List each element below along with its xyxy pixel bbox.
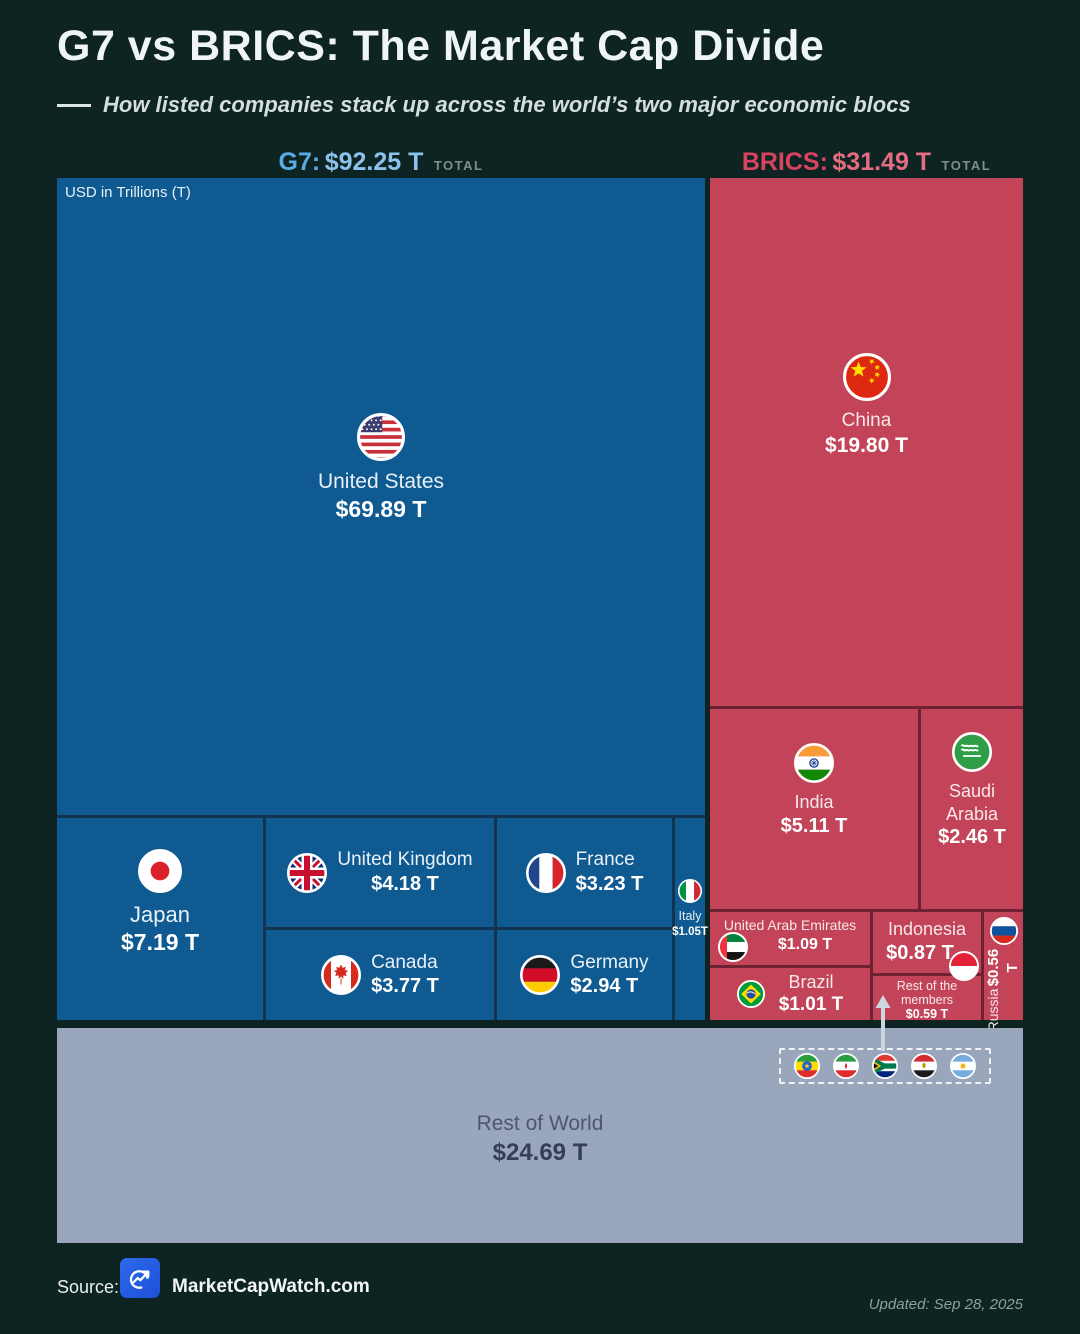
treemap-tile-indonesia[interactable]: Indonesia $0.87 T xyxy=(873,912,981,981)
tile-country-name: Germany xyxy=(570,951,649,973)
tile-value: $2.94 T xyxy=(570,975,639,998)
tile-country-name: Japan xyxy=(130,901,190,927)
china-flag-icon xyxy=(842,353,891,401)
united-states-flag-icon xyxy=(357,413,405,461)
tile-country-name: France xyxy=(575,849,635,871)
germany-flag-icon xyxy=(520,955,561,995)
tile-country-name: United Arab Emirates xyxy=(723,917,857,933)
treemap-tile-russia[interactable]: Russia $0.56 T xyxy=(984,912,1023,1031)
brazil-flag-icon xyxy=(736,980,765,1008)
tile-value: $24.69 T xyxy=(492,1138,588,1166)
tile-value: $1.05T xyxy=(672,925,708,938)
tile-value: $3.23 T xyxy=(575,872,644,895)
egypt-flag-icon xyxy=(911,1053,937,1079)
tile-value: $5.11 T xyxy=(780,814,848,837)
tile-country-name: China xyxy=(841,410,892,431)
page-title: G7 vs BRICS: The Market Cap Divide xyxy=(57,22,825,70)
tile-country-name: Rest of the xyxy=(896,979,958,993)
india-flag-icon xyxy=(794,743,834,784)
tile-country-name: United States xyxy=(317,470,445,493)
tile-country-name: United Kingdom xyxy=(337,849,473,871)
tile-country-name: India xyxy=(794,792,834,813)
brics-treemap-panel: China $19.80 T India $5.11 T Saudi Arabi… xyxy=(710,178,1023,1031)
rest-of-members-arrow-icon xyxy=(874,994,892,1057)
tile-value: $7.19 T xyxy=(121,929,199,956)
treemap-tile-united-states[interactable]: USD in Trillions (T) United States $69.8… xyxy=(57,178,705,815)
tile-value: $1.01 T xyxy=(778,994,844,1016)
ethiopia-flag-icon xyxy=(794,1053,820,1079)
tile-country-name: Indonesia xyxy=(887,919,967,939)
g7-total-value: $92.25 T xyxy=(324,148,424,176)
treemap-tile-italy[interactable]: Italy $1.05T xyxy=(672,818,708,1020)
italy-flag-icon xyxy=(678,879,702,903)
subtitle: How listed companies stack up across the… xyxy=(57,92,1037,118)
united-kingdom-flag-icon xyxy=(287,852,328,893)
russia-flag-icon xyxy=(989,917,1018,945)
tile-country-name: Rest of World xyxy=(476,1112,604,1136)
rest-of-world-tile[interactable]: Rest of World $24.69 T xyxy=(57,1028,1023,1243)
tile-value: $19.80 T xyxy=(825,433,908,457)
source-name-link[interactable]: MarketCapWatch.com xyxy=(172,1276,370,1297)
g7-header: G7: $92.25 T TOTAL xyxy=(57,148,705,177)
tile-country-name: Brazil xyxy=(788,971,834,992)
treemap-tile-rest-of-members[interactable]: Rest of the members $0.59 T xyxy=(873,976,981,1021)
tile-value: $69.89 T xyxy=(335,496,427,523)
treemap-tile-france[interactable]: France $3.23 T xyxy=(497,818,672,927)
tile-country-name: Saudi Arabia xyxy=(945,781,999,824)
subtitle-dash xyxy=(57,103,91,107)
brics-total-suffix: TOTAL xyxy=(941,158,992,173)
tile-value: $0.56 T xyxy=(984,949,1021,987)
marketcapwatch-logo-icon[interactable] xyxy=(120,1258,160,1298)
tile-country-name: Russia xyxy=(984,988,1001,1032)
treemap-tile-china[interactable]: China $19.80 T xyxy=(710,178,1023,706)
treemap-tile-brazil[interactable]: Brazil $1.01 T xyxy=(710,968,870,1020)
g7-total-suffix: TOTAL xyxy=(433,158,484,173)
iran-flag-icon xyxy=(833,1053,859,1079)
tile-country-name: Canada xyxy=(371,951,438,973)
tile-value: $0.59 T xyxy=(905,1007,949,1021)
tile-value: $4.18 T xyxy=(371,872,439,895)
treemap-tile-india[interactable]: India $5.11 T xyxy=(710,709,918,909)
brics-label: BRICS: xyxy=(741,148,828,176)
treemap-tile-united-kingdom[interactable]: United Kingdom $4.18 T xyxy=(266,818,494,927)
tile-value: $0.87 T xyxy=(886,941,954,964)
units-label: USD in Trillions (T) xyxy=(65,184,191,201)
south-africa-flag-icon xyxy=(872,1053,898,1079)
updated-date: Updated: Sep 28, 2025 xyxy=(868,1296,1023,1313)
tile-value: $1.09 T xyxy=(777,935,833,953)
tile-country-name: Italy xyxy=(678,909,702,923)
treemap-tile-saudi-arabia[interactable]: Saudi Arabia $2.46 T xyxy=(921,709,1023,909)
treemap-tile-canada[interactable]: Canada $3.77 T xyxy=(266,930,494,1020)
argentina-flag-icon xyxy=(950,1053,976,1079)
subtitle-text: How listed companies stack up across the… xyxy=(103,92,911,117)
brics-header: BRICS: $31.49 T TOTAL xyxy=(710,148,1023,177)
tile-value: $2.46 T xyxy=(938,826,1006,848)
saudi-arabia-flag-icon xyxy=(952,732,992,772)
g7-label: G7: xyxy=(278,148,321,176)
tile-country-name: members xyxy=(900,993,954,1007)
treemap-tile-japan[interactable]: Japan $7.19 T xyxy=(57,818,263,1020)
tile-value: $3.77 T xyxy=(371,975,439,998)
treemap-tile-united-arab-emirates[interactable]: United Arab Emirates $1.09 T xyxy=(710,912,870,965)
treemap-tile-germany[interactable]: Germany $2.94 T xyxy=(497,930,672,1020)
brics-total-value: $31.49 T xyxy=(832,148,932,176)
japan-flag-icon xyxy=(138,848,182,893)
uae-flag-icon xyxy=(718,932,748,962)
source-label: Source: xyxy=(57,1277,120,1297)
g7-treemap-panel: USD in Trillions (T) United States $69.8… xyxy=(57,178,708,1020)
canada-flag-icon xyxy=(321,955,362,995)
france-flag-icon xyxy=(525,852,566,893)
indonesia-flag-icon xyxy=(949,951,979,981)
